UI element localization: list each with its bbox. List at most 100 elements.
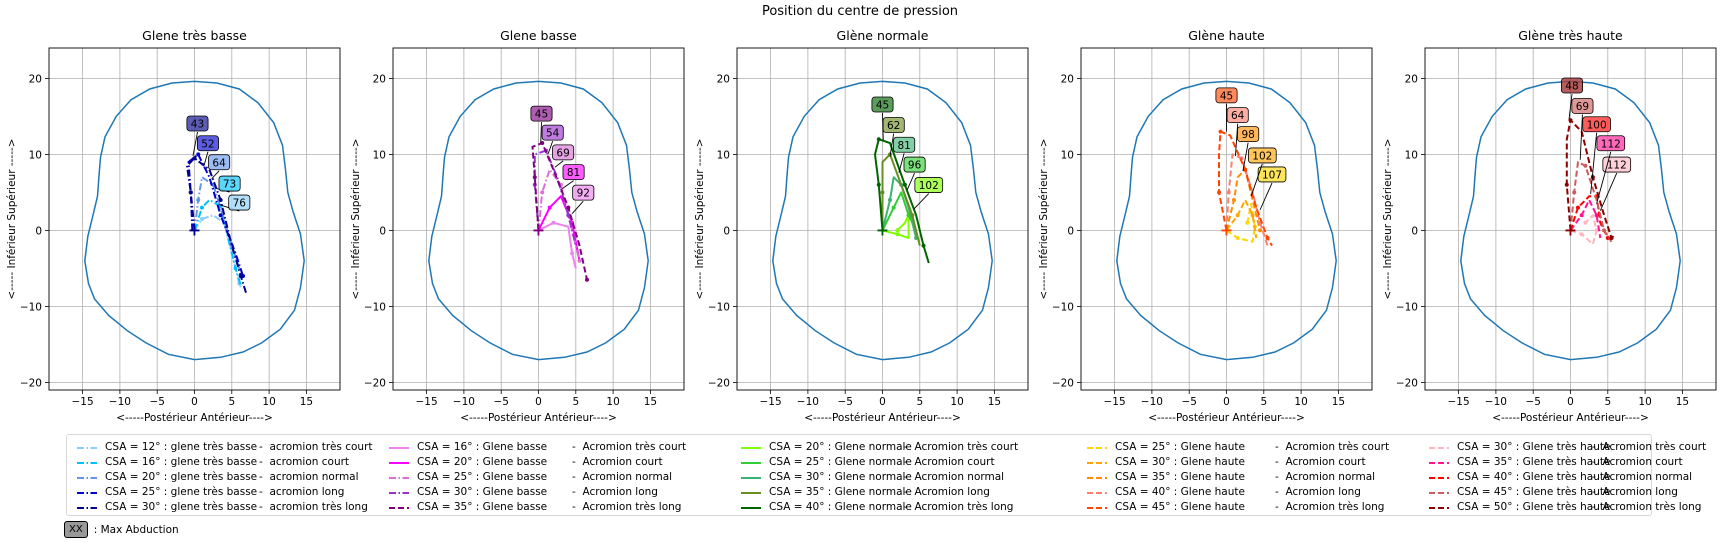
- max-label-text: 107: [1262, 169, 1282, 181]
- series-point: [1594, 228, 1599, 233]
- max-label-box: [208, 154, 231, 171]
- x-tick-label: 5: [916, 396, 923, 408]
- x-tick-label: 5: [1604, 396, 1611, 408]
- legend-label: CSA = 50° : Glene très haute: [1457, 501, 1611, 513]
- x-tick-label: 0: [191, 396, 198, 408]
- x-tick-label: −15: [415, 396, 437, 408]
- series-point: [1231, 198, 1236, 202]
- legend-entry: CSA = 40° : Glene très haute: [1427, 470, 1610, 485]
- y-tick-label: 0: [723, 225, 730, 237]
- legend-acromion-entry: - Acromion très court: [904, 440, 1018, 455]
- legend-acromion-entry: - acromion long: [259, 485, 373, 500]
- legend-acromion-entry: - Acromion court: [1275, 455, 1389, 470]
- legend-acromion-label: - acromion très long: [259, 501, 368, 513]
- legend: CSA = 12° : glene très basse CSA = 16° : …: [66, 434, 1706, 516]
- max-label-leader: [211, 170, 220, 180]
- series-line-2: [1225, 199, 1258, 239]
- series-point: [880, 190, 885, 195]
- series-line-3: [537, 168, 581, 262]
- legend-acromion-label: - Acromion normal: [572, 471, 673, 483]
- series-line-1: [1225, 202, 1256, 243]
- series-point: [196, 198, 201, 202]
- max-label-box: [186, 115, 209, 132]
- figure-title: Position du centre de pression: [761, 4, 959, 19]
- max-label-leader: [1242, 142, 1249, 172]
- max-label-leader: [1596, 151, 1612, 204]
- subplot-title: Glène haute: [1188, 28, 1265, 43]
- legend-acromion-label: - Acromion très court: [1275, 441, 1390, 453]
- series-point: [1226, 190, 1231, 195]
- legend-swatch: [1087, 446, 1107, 449]
- legend-acromion-label: - Acromion court: [1275, 456, 1366, 468]
- series-point: [566, 213, 571, 218]
- max-label-text: 92: [577, 188, 590, 200]
- legend-acromion-column: - Acromion très court - Acromion court - A…: [904, 440, 1018, 515]
- series-point: [876, 137, 881, 142]
- max-label-box: [1226, 107, 1249, 124]
- max-label-box: [218, 175, 241, 192]
- y-tick-label: 10: [1405, 149, 1418, 161]
- max-label-text: 96: [908, 160, 922, 172]
- plot-area: +: [428, 80, 649, 361]
- x-tick-label: 0: [1567, 396, 1574, 408]
- series-point: [233, 266, 238, 271]
- legend-label: CSA = 16° : glene très basse: [105, 456, 258, 468]
- legend-swatch: [741, 446, 761, 449]
- x-tick-label: 0: [879, 396, 886, 408]
- legend-entry: CSA = 12° : glene très basse: [75, 440, 257, 455]
- legend-swatch: [77, 461, 97, 464]
- legend-label: CSA = 40° : Glene normale: [769, 501, 912, 513]
- y-tick-label: −20: [708, 377, 730, 389]
- x-tick-label: −15: [1447, 396, 1469, 408]
- subplot-4: Glène haute −15 −10 −5 0 5 10 15 −20 −10 0 10 20 <---…: [1038, 28, 1373, 424]
- subplot-5: Glène très haute −15 −10 −5 0 5 10 15 −20 −10 0 10 2…: [1382, 28, 1717, 424]
- series-point: [566, 205, 571, 210]
- x-tick-label: −10: [797, 396, 819, 408]
- subplot-title: Glène très haute: [1518, 28, 1623, 43]
- legend-acromion-label: - Acromion normal: [1275, 471, 1376, 483]
- legend-label: CSA = 30° : glene très basse: [105, 501, 258, 513]
- max-label-box: [228, 194, 251, 211]
- series-point: [1564, 182, 1569, 187]
- legend-label: CSA = 25° : Glene basse: [417, 471, 548, 483]
- legend-swatch: [389, 491, 409, 494]
- subplot-title: Glène normale: [837, 28, 929, 43]
- legend-swatch: [1429, 446, 1449, 449]
- start-marker: +: [532, 220, 545, 239]
- max-label-leader: [547, 140, 554, 154]
- legend-acromion-entry: - acromion très long: [259, 500, 373, 515]
- series-point: [887, 198, 892, 202]
- legend-entry: CSA = 30° : Glene très haute: [1427, 440, 1610, 455]
- max-label-text: 102: [1252, 150, 1272, 162]
- x-tick-label: 15: [644, 396, 657, 408]
- max-label-text: 69: [556, 147, 569, 159]
- legend-swatch: [1087, 506, 1107, 509]
- max-label-text: 112: [1607, 160, 1627, 172]
- legend-entry: CSA = 35° : Glene haute: [1085, 470, 1245, 485]
- legend-acromion-entry: - acromion court: [259, 455, 373, 470]
- y-tick-label: 0: [1067, 225, 1074, 237]
- max-label-leader: [1259, 182, 1273, 211]
- max-label-box: [1237, 126, 1260, 143]
- y-tick-label: −20: [1052, 377, 1074, 389]
- series-point: [1235, 213, 1240, 218]
- series-point: [1217, 190, 1222, 195]
- legend-entry: CSA = 35° : Glene basse: [387, 500, 547, 515]
- legend-acromion-label: - Acromion court: [1592, 456, 1683, 468]
- max-label-box: [914, 177, 944, 193]
- series-point: [1250, 213, 1255, 218]
- legend-label: CSA = 40° : Glene haute: [1115, 486, 1245, 498]
- series-point: [570, 251, 575, 256]
- legend-label: CSA = 40° : Glene très haute: [1457, 471, 1611, 483]
- legend-entry: CSA = 20° : glene très basse: [75, 470, 257, 485]
- x-tick-label: −5: [1181, 396, 1196, 408]
- max-label-leader: [1235, 123, 1239, 156]
- max-label-text: 43: [191, 119, 204, 131]
- max-label-box: [1248, 147, 1277, 164]
- series-point: [1609, 236, 1614, 240]
- max-label-text: 81: [897, 140, 910, 152]
- legend-acromion-label: - Acromion court: [904, 456, 995, 468]
- x-tick-label: −5: [493, 396, 508, 408]
- legend-acromion-label: - Acromion normal: [1592, 471, 1693, 483]
- x-axis-label: <-----Postérieur Antérieur---->: [804, 412, 961, 424]
